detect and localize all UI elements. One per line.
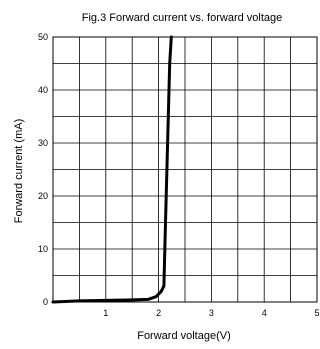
chart-title: Fig.3 Forward current vs. forward voltag… <box>82 12 283 24</box>
x-tick-label: 1 <box>103 308 108 318</box>
x-tick-label: 5 <box>314 308 319 318</box>
y-tick-label: 10 <box>38 244 48 254</box>
y-tick-label: 0 <box>43 297 48 307</box>
y-axis-label: Forward current (mA) <box>13 119 25 224</box>
grid <box>53 37 317 302</box>
x-tick-label: 4 <box>262 308 267 318</box>
x-tick-label: 3 <box>209 308 214 318</box>
x-tick-label: 2 <box>156 308 161 318</box>
y-tick-labels: 0 10 20 30 40 50 <box>38 32 48 307</box>
plot-border <box>52 36 318 303</box>
series-line <box>51 35 173 304</box>
x-axis-label: Forward voltage(V) <box>137 330 231 342</box>
y-tick-label: 20 <box>38 191 48 201</box>
y-tick-label: 50 <box>38 32 48 42</box>
y-tick-label: 30 <box>38 138 48 148</box>
x-tick-labels: 1 2 3 4 5 <box>103 308 319 318</box>
y-tick-label: 40 <box>38 85 48 95</box>
